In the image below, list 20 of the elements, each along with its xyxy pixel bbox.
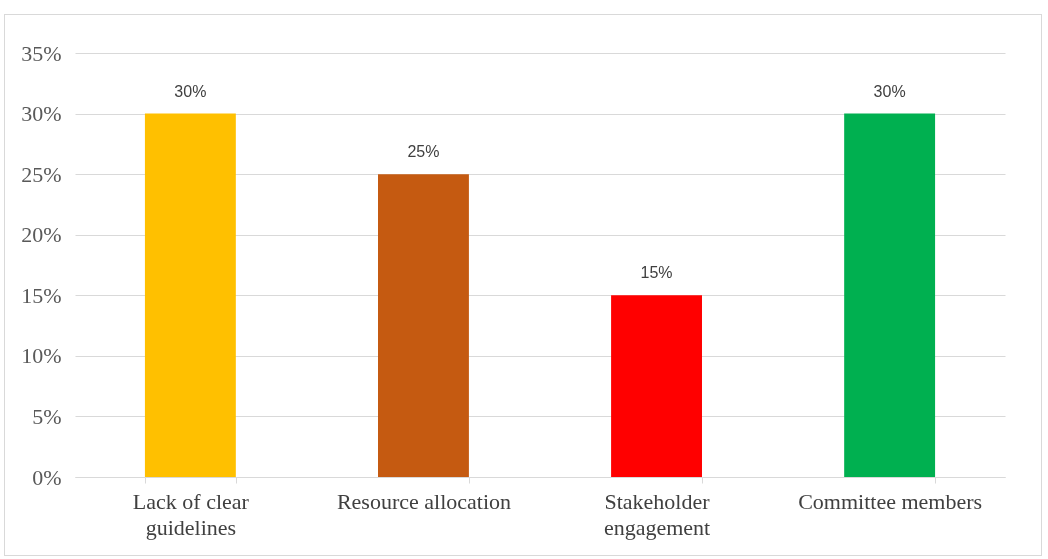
- y-tick-label: 30%: [21, 101, 62, 127]
- y-tick-label: 25%: [21, 161, 62, 187]
- bar: [844, 113, 936, 477]
- y-tick-label: 0%: [32, 464, 62, 490]
- data-label: 30%: [174, 82, 207, 100]
- y-tick-label: 5%: [32, 403, 62, 429]
- y-tick-label: 35%: [21, 40, 62, 66]
- x-tick-label: Resource allocation: [336, 488, 512, 514]
- x-tick-label: Committee members: [798, 488, 983, 514]
- data-label: 30%: [873, 82, 906, 100]
- bar: [378, 174, 469, 477]
- y-tick-label: 15%: [21, 282, 62, 308]
- bar: [611, 295, 702, 477]
- y-tick-label: 20%: [21, 222, 62, 248]
- data-label: 25%: [407, 143, 440, 161]
- data-label: 15%: [640, 264, 673, 282]
- y-tick-label: 10%: [21, 343, 62, 369]
- x-tick-label: Lack of clear guidelines: [132, 488, 250, 540]
- x-tick-label: Stakeholder engagement: [603, 488, 711, 540]
- bar: [144, 113, 236, 477]
